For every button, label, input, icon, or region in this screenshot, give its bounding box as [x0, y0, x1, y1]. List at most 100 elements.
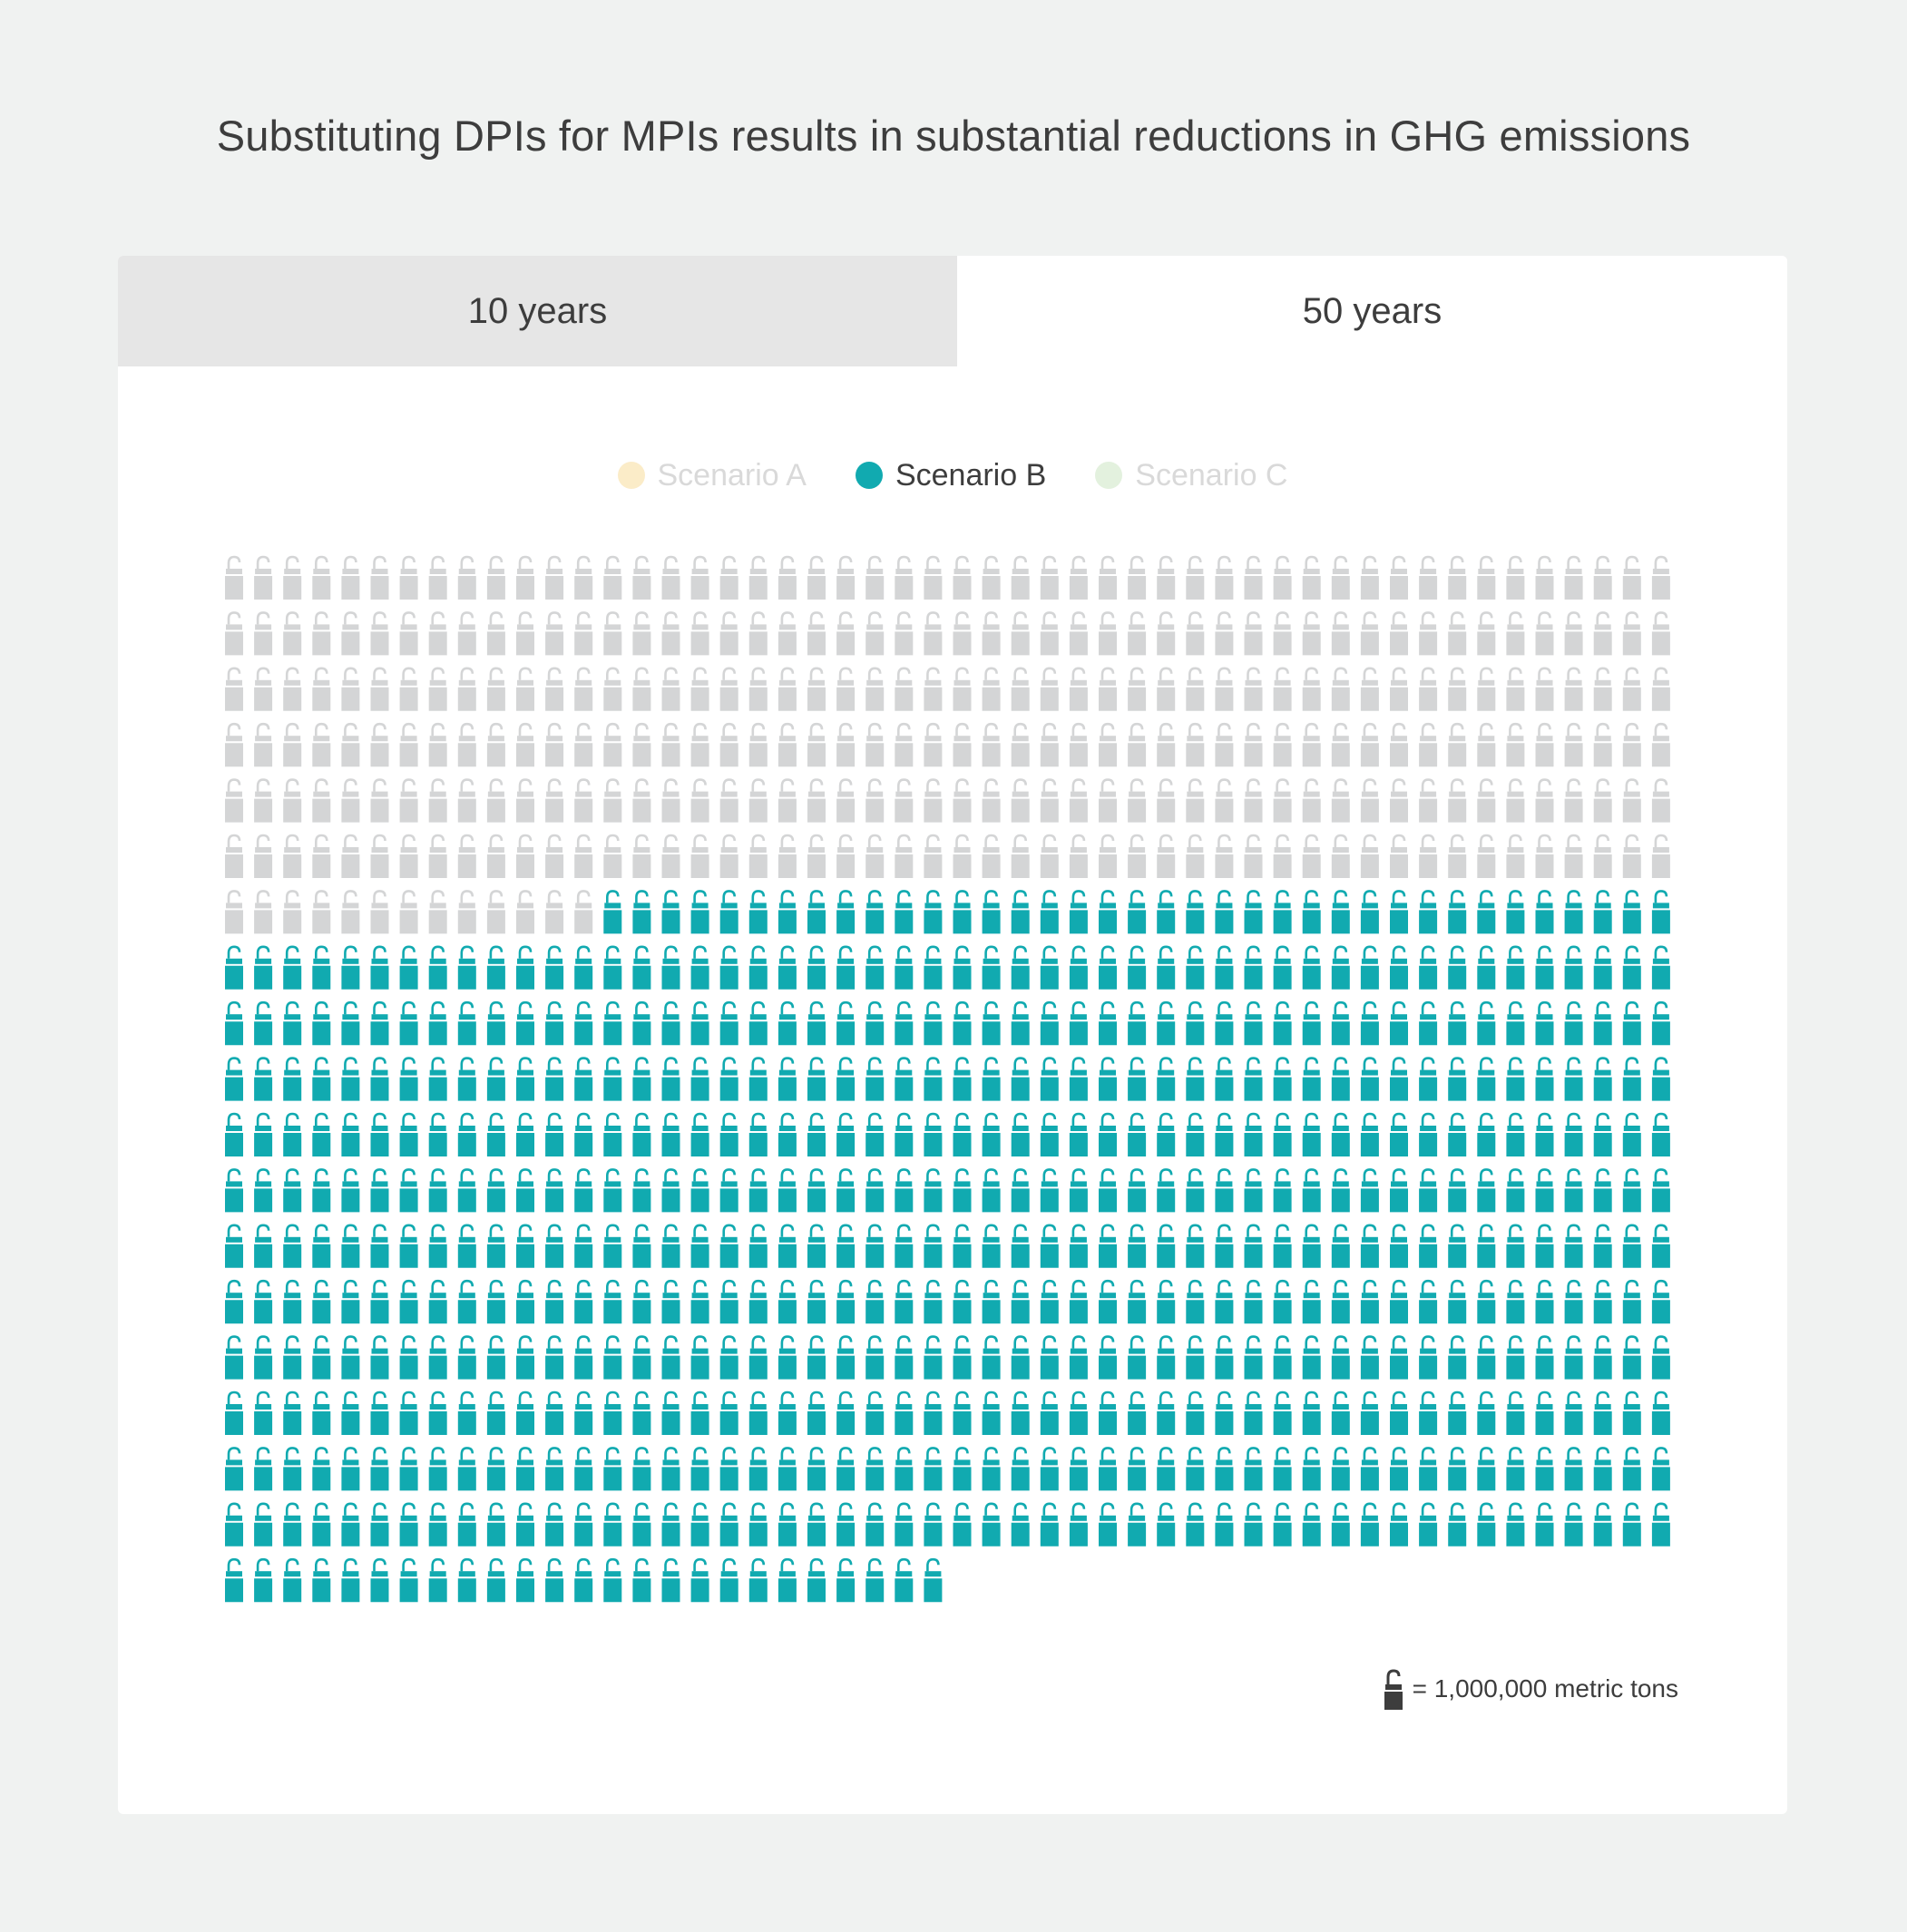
pictogram-icon: [225, 890, 243, 934]
pictogram-icon: [661, 1224, 680, 1268]
pictogram-icon: [283, 1335, 302, 1380]
pictogram-icon: [1099, 555, 1117, 600]
pictogram-icon: [545, 555, 564, 600]
pictogram-icon: [807, 1057, 826, 1101]
pictogram-icon: [982, 1390, 1001, 1435]
pictogram-icon: [1564, 722, 1583, 767]
pictogram-icon: [690, 1112, 709, 1156]
pictogram-icon: [1157, 667, 1176, 711]
pictogram-icon: [312, 1112, 331, 1156]
pictogram-icon: [1419, 1447, 1438, 1491]
pictogram-icon: [1128, 1279, 1147, 1324]
pictogram-icon: [1506, 1112, 1525, 1156]
pictogram-icon: [225, 1502, 243, 1547]
pictogram-icon: [603, 1502, 622, 1547]
pictogram-icon: [661, 1112, 680, 1156]
tab-10-years[interactable]: 10 years: [118, 256, 957, 366]
pictogram-icon: [399, 1502, 418, 1547]
pictogram-icon: [1244, 1390, 1263, 1435]
pictogram-icon: [1535, 1000, 1554, 1046]
pictogram-icon: [807, 1390, 826, 1435]
pictogram-icon: [1099, 611, 1117, 656]
pictogram-icon: [1069, 1335, 1088, 1380]
pictogram-icon: [807, 834, 826, 878]
pictogram-icon: [1535, 834, 1554, 878]
pictogram-icon: [486, 778, 505, 823]
pictogram-icon: [1535, 1057, 1554, 1101]
pictogram-icon: [254, 1000, 273, 1046]
pictogram-icon: [1069, 1390, 1088, 1435]
pictogram-icon: [370, 667, 389, 711]
pictogram-icon: [574, 1502, 593, 1547]
pictogram-icon: [1448, 1335, 1467, 1380]
pictogram-icon: [836, 1224, 856, 1268]
pictogram-icon: [748, 1000, 768, 1046]
pictogram-icon: [1390, 834, 1408, 878]
pictogram-icon: [457, 1390, 476, 1435]
pictogram-icon: [953, 1279, 972, 1324]
pictogram-icon: [399, 945, 418, 990]
legend: Scenario A Scenario B Scenario C: [118, 454, 1787, 497]
pictogram-icon: [895, 1279, 914, 1324]
pictogram-icon: [254, 945, 273, 990]
pictogram-icon: [603, 1447, 622, 1491]
pictogram-icon: [1011, 1057, 1030, 1101]
pictogram-icon: [1477, 834, 1496, 878]
pictogram-icon: [661, 722, 680, 767]
pictogram-icon: [865, 1000, 885, 1046]
pictogram-icon: [1215, 1279, 1234, 1324]
pictogram-icon: [690, 1224, 709, 1268]
pictogram-icon: [1099, 1112, 1117, 1156]
pictogram-icon: [924, 834, 943, 878]
pictogram-icon: [1622, 1224, 1641, 1268]
pictogram-icon: [1622, 611, 1641, 656]
tab-50-years[interactable]: 50 years: [957, 256, 1787, 366]
pictogram-icon: [865, 1168, 885, 1213]
pictogram-icon: [545, 1390, 564, 1435]
pictogram-icon: [1564, 1112, 1583, 1156]
pictogram-icon: [836, 890, 856, 934]
pictogram-icon: [719, 667, 738, 711]
pictogram-icon: [399, 667, 418, 711]
legend-item-scenario-c[interactable]: Scenario C: [1095, 458, 1287, 493]
pictogram-icon: [632, 1390, 651, 1435]
pictogram-icon: [1099, 1168, 1117, 1213]
pictogram-icon: [603, 890, 622, 934]
pictogram-icon: [1360, 722, 1379, 767]
pictogram-icon: [690, 1390, 709, 1435]
pictogram-icon: [690, 722, 709, 767]
pictogram-icon: [370, 945, 389, 990]
legend-item-scenario-a[interactable]: Scenario A: [617, 458, 807, 493]
pictogram-icon: [516, 667, 534, 711]
pictogram-icon: [225, 667, 243, 711]
pictogram-icon: [1331, 834, 1350, 878]
pictogram-icon: [1506, 890, 1525, 934]
pictogram-icon: [399, 890, 418, 934]
pictogram-icon: [1448, 1502, 1467, 1547]
pictogram-icon: [1273, 1057, 1292, 1101]
pictogram-icon: [719, 1112, 738, 1156]
legend-item-scenario-b[interactable]: Scenario B: [855, 458, 1046, 493]
pictogram-icon: [777, 1057, 797, 1101]
pictogram-icon: [312, 1335, 331, 1380]
pictogram-icon: [924, 1502, 943, 1547]
pictogram-icon: [690, 667, 709, 711]
pictogram-icon: [1128, 945, 1147, 990]
pictogram-icon: [1506, 1279, 1525, 1324]
pictogram-icon: [1186, 1502, 1205, 1547]
pictogram-icon: [1448, 555, 1467, 600]
pictogram-icon: [1360, 1335, 1379, 1380]
pictogram-icon: [1390, 1000, 1408, 1046]
pictogram-icon: [1360, 945, 1379, 990]
pictogram-icon: [1244, 722, 1263, 767]
pictogram-icon: [545, 1335, 564, 1380]
pictogram-icon: [777, 667, 797, 711]
pictogram-icon: [225, 1279, 243, 1324]
pictogram-icon: [1477, 1000, 1496, 1046]
pictogram-icon: [895, 611, 914, 656]
pictogram-icon: [225, 1557, 243, 1603]
pictogram-icon: [924, 1390, 943, 1435]
pictogram-icon: [1448, 1390, 1467, 1435]
pictogram-icon: [1477, 667, 1496, 711]
pictogram-icon: [312, 834, 331, 878]
